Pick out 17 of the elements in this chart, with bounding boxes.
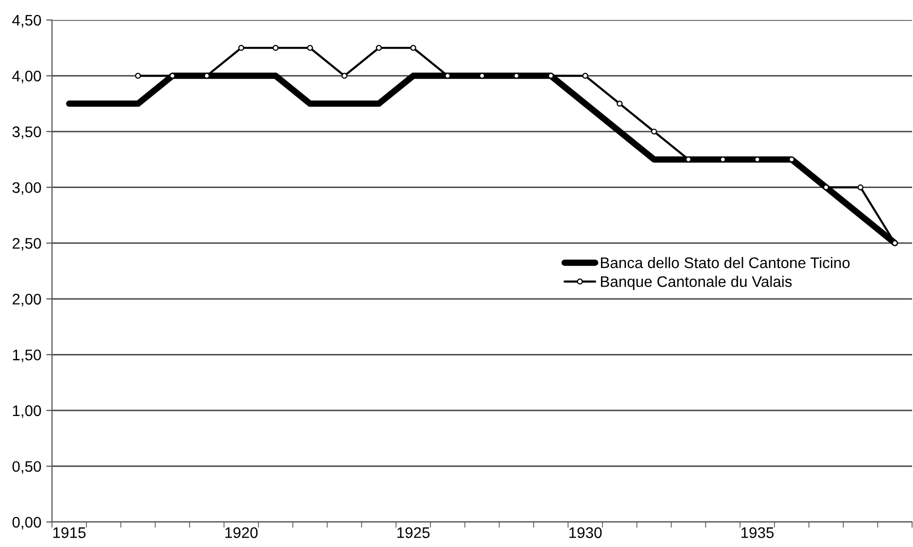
y-tick-label: 1,00 [13,405,41,418]
y-tick-label: 4,00 [12,70,41,84]
y-tick-label: 4,50 [12,14,41,28]
x-tick-label: 1935 [741,527,774,538]
x-tick-label: 1920 [225,527,258,538]
legend-label: Banca dello Stato del Cantone Ticino [600,256,850,268]
x-tick-label: 1925 [397,527,430,538]
y-tick-label: 1,50 [13,350,41,362]
x-tick-label: 1915 [53,527,86,538]
y-tick-label: 0,50 [12,461,41,474]
y-tick-label: 3,00 [12,182,41,195]
y-tick-label: 0,00 [12,516,41,530]
y-tick-label: 2,00 [12,294,41,306]
legend-label: Banque Cantonale du Valais [600,276,792,290]
y-tick-label: 2,50 [12,238,41,251]
x-tick-label: 1930 [569,527,602,538]
y-tick-label: 3,50 [12,126,41,140]
